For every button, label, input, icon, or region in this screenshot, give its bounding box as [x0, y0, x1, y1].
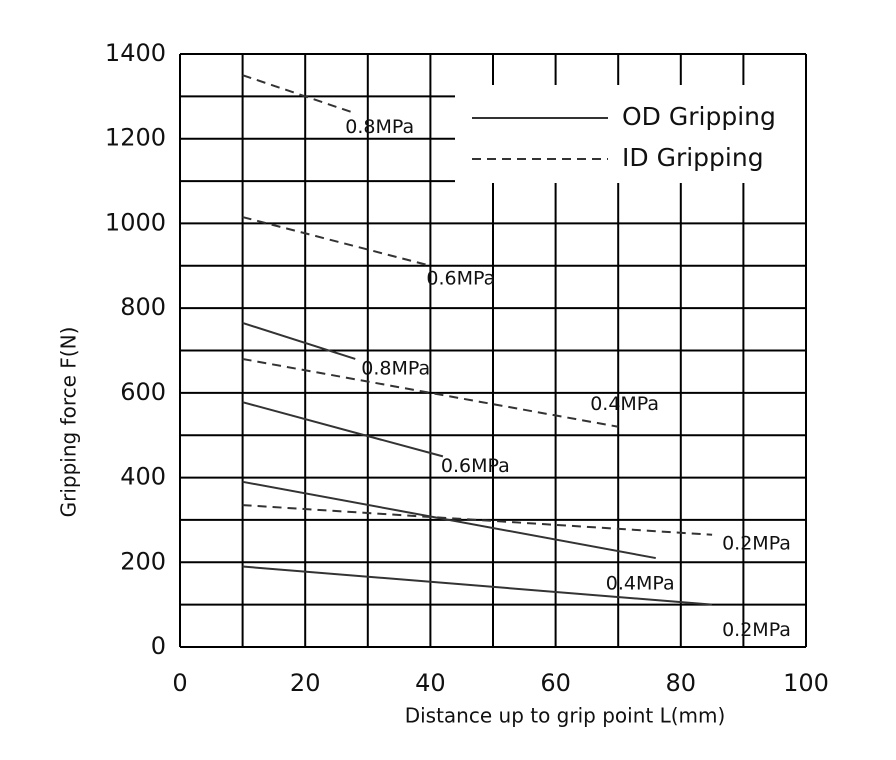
data-line	[242, 504, 713, 536]
data-line	[242, 480, 656, 560]
x-tick-label: 60	[540, 669, 571, 697]
y-tick-label: 1000	[105, 208, 166, 236]
y-tick-label: 800	[120, 293, 166, 321]
legend-label: OD Gripping	[622, 102, 776, 131]
x-tick-label: 20	[290, 669, 321, 697]
line-label: 0.8MPa	[345, 116, 414, 138]
legend-label: ID Gripping	[622, 143, 764, 172]
data-line	[242, 216, 431, 267]
x-tick-label: 40	[415, 669, 446, 697]
data-line	[242, 357, 619, 428]
y-tick-label: 0	[151, 632, 166, 660]
x-tick-label: 80	[666, 669, 697, 697]
data-line	[242, 565, 713, 606]
y-tick-label: 200	[120, 547, 166, 575]
data-line	[242, 401, 444, 458]
x-tick-label: 100	[783, 669, 829, 697]
line-label: 0.6MPa	[426, 267, 495, 289]
y-tick-label: 1400	[105, 39, 166, 67]
line-label: 0.8MPa	[361, 357, 430, 379]
y-tick-label: 400	[120, 463, 166, 491]
x-tick-label: 0	[172, 669, 187, 697]
line-label: 0.2MPa	[722, 532, 791, 554]
line-label: 0.6MPa	[441, 455, 510, 477]
line-label: 0.2MPa	[722, 619, 791, 641]
data-line	[242, 74, 356, 115]
y-axis-label: Gripping force F(N)	[57, 327, 81, 518]
y-tick-label: 600	[120, 378, 166, 406]
data-line	[242, 322, 356, 360]
y-tick-label: 1200	[105, 124, 166, 152]
x-axis-label: Distance up to grip point L(mm)	[405, 704, 726, 728]
legend-box	[455, 85, 805, 183]
line-label: 0.4MPa	[590, 393, 659, 415]
line-label: 0.4MPa	[606, 573, 675, 595]
